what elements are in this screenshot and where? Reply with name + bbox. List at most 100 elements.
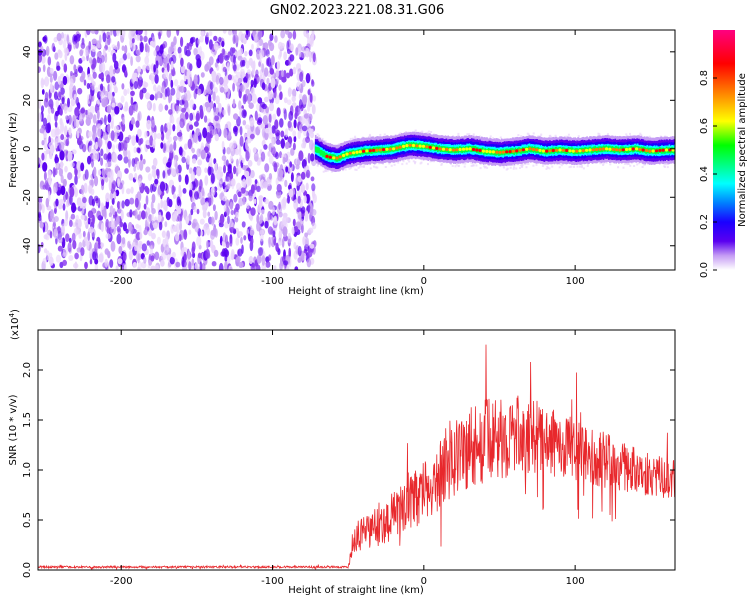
noise-cell (240, 68, 245, 76)
noise-cell (275, 152, 279, 160)
noise-cell (46, 66, 51, 77)
noise-cell (293, 135, 297, 143)
noise-cell (282, 156, 286, 165)
noise-cell (304, 210, 309, 219)
noise-cell (213, 249, 219, 257)
noise-cell (208, 31, 213, 37)
halo-cell (486, 166, 489, 169)
noise-cell (43, 130, 47, 139)
noise-cell (178, 234, 182, 242)
noise-cell (188, 189, 193, 197)
noise-cell (84, 49, 89, 57)
noise-cell (63, 47, 69, 55)
ridge-cell (351, 150, 353, 156)
noise-cell (183, 99, 189, 110)
noise-cell (298, 99, 303, 109)
noise-cell (310, 33, 314, 44)
noise-cell (257, 97, 263, 104)
noise-cell (49, 231, 53, 239)
noise-cell (110, 169, 114, 181)
noise-cell (160, 259, 165, 267)
noise-cell (149, 245, 153, 256)
noise-cell (176, 124, 181, 133)
noise-cell (244, 124, 251, 130)
noise-cell (186, 122, 191, 132)
noise-cell (184, 143, 188, 150)
noise-cell (250, 79, 254, 87)
noise-cell (261, 255, 266, 266)
halo-cell (454, 165, 457, 168)
noise-cell (113, 125, 119, 132)
noise-cell (67, 150, 73, 162)
halo-cell (318, 134, 321, 137)
noise-cell (199, 192, 203, 200)
noise-cell (264, 198, 269, 205)
noise-cell (233, 74, 239, 83)
ridge-cell (324, 152, 327, 159)
noise-cell (214, 133, 219, 142)
halo-cell (502, 165, 505, 168)
noise-cell (290, 43, 294, 52)
noise-cell (199, 108, 204, 120)
noise-cell (240, 236, 243, 244)
noise-cell (149, 135, 154, 146)
noise-cell (256, 40, 260, 49)
noise-cell (195, 54, 201, 62)
noise-cell (42, 162, 48, 172)
halo-cell (626, 163, 629, 166)
halo-cell (527, 162, 530, 165)
noise-cell (166, 246, 170, 253)
noise-cell (89, 218, 94, 225)
noise-cell (218, 36, 222, 43)
noise-cell (149, 94, 155, 101)
noise-cell (245, 30, 249, 36)
halo-cell (525, 162, 528, 165)
noise-cell (226, 183, 231, 190)
noise-cell (261, 82, 266, 91)
noise-cell (292, 218, 296, 227)
noise-cell (139, 160, 144, 171)
noise-cell (38, 202, 42, 213)
noise-cell (92, 114, 97, 124)
noise-cell (95, 141, 98, 150)
noise-cell (121, 237, 126, 245)
noise-cell (161, 230, 166, 238)
noise-cell (180, 65, 186, 74)
noise-cell (179, 79, 185, 88)
halo-cell (509, 166, 512, 169)
halo-cell (604, 161, 607, 164)
noise-cell (284, 128, 289, 138)
noise-cell (248, 102, 254, 109)
noise-cell (100, 242, 105, 248)
noise-cell (162, 170, 166, 179)
noise-cell (49, 216, 55, 223)
noise-cell (179, 118, 185, 129)
halo-cell (357, 166, 360, 169)
halo-cell (353, 165, 356, 168)
noise-cell (58, 237, 63, 244)
noise-cell (175, 105, 179, 114)
noise-cell (185, 49, 191, 57)
noise-cell (208, 166, 214, 175)
noise-cell (277, 172, 283, 182)
noise-cell (152, 102, 156, 112)
noise-cell (63, 63, 68, 73)
noise-cell (107, 250, 111, 259)
noise-cell (175, 261, 181, 268)
halo-cell (402, 160, 405, 163)
noise-cell (166, 87, 170, 97)
noise-cell (265, 261, 271, 268)
noise-cell (146, 240, 150, 246)
noise-cell (61, 223, 66, 230)
halo-cell (324, 169, 327, 172)
halo-cell (599, 162, 602, 165)
noise-cell (231, 178, 236, 187)
ridge-cell (319, 149, 322, 156)
noise-cell (241, 157, 245, 164)
noise-cell (110, 110, 116, 117)
noise-cell (78, 232, 82, 239)
halo-cell (545, 168, 548, 170)
noise-cell (110, 220, 115, 230)
noise-cell (154, 251, 160, 261)
noise-cell (257, 247, 263, 256)
